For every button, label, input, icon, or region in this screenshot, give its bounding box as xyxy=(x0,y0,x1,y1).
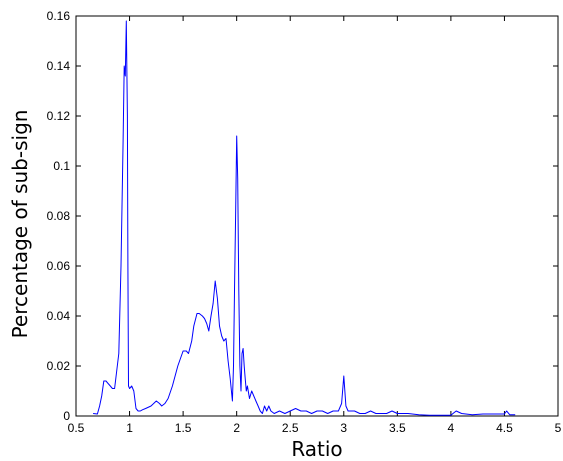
y-tick-label: 0.16 xyxy=(47,9,71,23)
y-tick-label: 0.14 xyxy=(47,59,71,73)
y-tick-label: 0.08 xyxy=(47,209,71,223)
x-tick-label: 5 xyxy=(555,421,562,435)
y-tick-label: 0.02 xyxy=(47,359,71,373)
x-tick-label: 1 xyxy=(126,421,133,435)
x-tick-label: 4.5 xyxy=(496,421,513,435)
x-tick-label: 3.5 xyxy=(389,421,406,435)
y-axis-title: Percentage of sub-sign xyxy=(8,110,32,339)
x-tick-label: 4 xyxy=(448,421,455,435)
y-tick-label: 0 xyxy=(63,409,70,423)
x-tick-label: 2.5 xyxy=(282,421,299,435)
plot-frame xyxy=(75,15,559,417)
x-axis-title: Ratio xyxy=(291,437,342,461)
y-tick-label: 0.12 xyxy=(47,109,71,123)
x-tick-label: 0.5 xyxy=(68,421,85,435)
y-tick-label: 0.06 xyxy=(47,259,71,273)
series-line xyxy=(93,20,516,416)
y-axis-ticks: 0 0.02 0.04 0.06 0.08 0.1 0.12 0.14 0.16 xyxy=(47,9,558,423)
x-tick-label: 3 xyxy=(340,421,347,435)
x-tick-label: 2 xyxy=(233,421,240,435)
y-tick-label: 0.04 xyxy=(47,309,71,323)
x-tick-label: 1.5 xyxy=(175,421,192,435)
y-tick-label: 0.1 xyxy=(53,159,70,173)
x-axis-ticks: 0.5 1 1.5 2 2.5 3 3.5 4 4.5 5 xyxy=(68,16,562,435)
